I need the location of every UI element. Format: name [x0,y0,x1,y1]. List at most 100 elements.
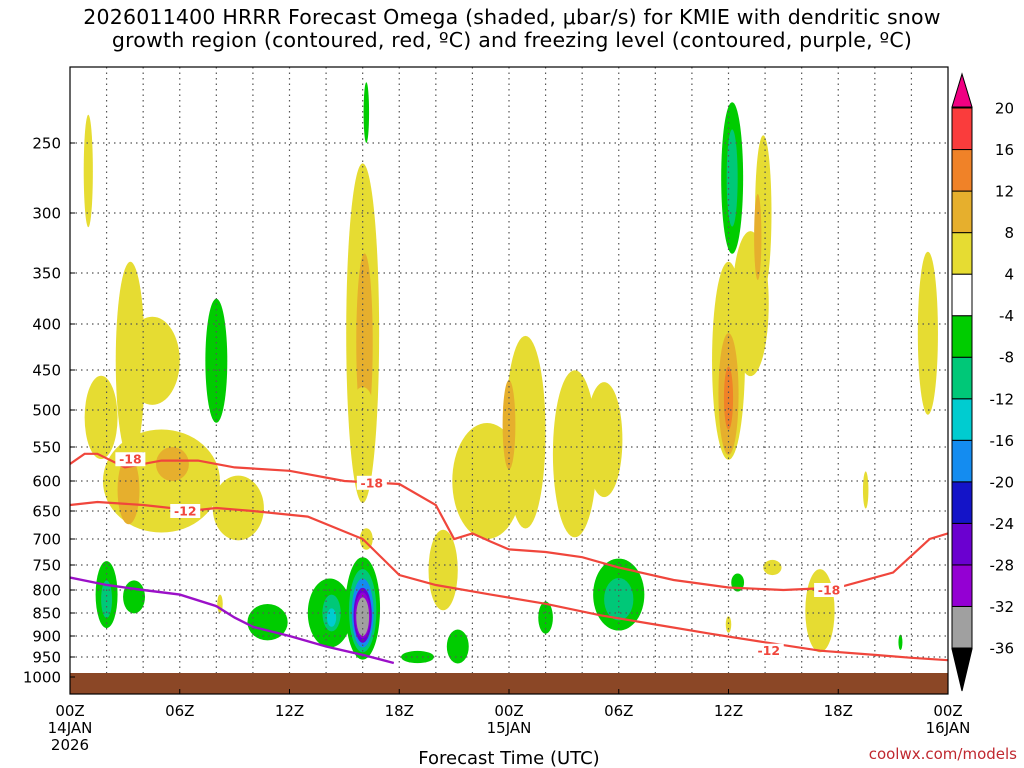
omega-region [205,298,228,423]
y-tick-label: 650 [32,503,61,521]
contour-label: -12 [757,643,780,658]
x-tick-label: 00Z [933,702,962,720]
colorbar-tick-label: 12 [995,183,1014,201]
colorbar-swatch [951,398,973,441]
colorbar-swatch [951,522,973,566]
omega-region [117,455,140,525]
colorbar-swatch [951,107,973,151]
dgz-contour-layer: -18 -18 -18 -12 -12 [70,452,948,665]
y-tick-label: 850 [32,605,61,623]
x-tick-label: 2026 [51,736,89,754]
y-tick-label: 500 [32,402,61,420]
colorbar-tick-label: -16 [990,432,1015,450]
colorbar-swatch [951,605,973,649]
colorbar-swatch [951,315,973,358]
x-tick-label: 00Z [55,702,84,720]
omega-region [83,114,93,228]
contour-label-bg [814,583,845,597]
omega-region [446,629,469,664]
colorbar-tick-label: -12 [990,390,1015,408]
colorbar-swatch [951,149,973,192]
chart-title: 2026011400 HRRR Forecast Omega (shaded, … [0,6,1024,52]
colorbar-tick-label: -32 [990,598,1015,616]
colorbar-tick-label: 4 [1004,266,1014,284]
x-tick-label: 15JAN [487,719,532,737]
colorbar-tick-label: 20 [995,100,1014,118]
x-tick-label: 12Z [714,702,743,720]
colorbar-tick-label: 16 [995,141,1014,159]
contour-label-bg [170,504,201,518]
colorbar-swatch [951,273,973,317]
omega-region [725,616,732,633]
omega-region [585,382,623,498]
y-tick-label: 550 [32,439,61,457]
colorbar-upper-extension [951,72,973,108]
credit-text: coolwx.com/models [869,745,1017,763]
y-tick-label: 350 [32,265,61,283]
omega-region [917,251,938,415]
x-tick-label: 12Z [275,702,304,720]
pressure-axis: 250 300 350 400 450 500 550 600 650 700 750 800 850 9… [23,135,75,687]
y-tick-label: 250 [32,135,61,153]
x-axis-label: Forecast Time (UTC) [418,748,599,768]
y-tick-label: 800 [32,582,61,600]
colorbar-swatch [951,356,973,400]
colorbar-tick-label: -4 [999,307,1014,325]
omega-region [552,370,597,538]
contour-label: -18 [818,583,841,598]
colorbar-tick-label: -20 [990,473,1015,491]
contour-label: -18 [119,452,142,467]
omega-region [363,82,370,143]
x-tick-label: 00Z [494,702,523,720]
omega-region [505,335,546,529]
omega-region [155,447,189,481]
contour-label: -12 [174,504,197,519]
colorbar-swatch [951,190,973,234]
omega-shading-layer [83,82,938,664]
omega-region [726,129,738,227]
contour-label-bg [115,452,146,467]
omega-region [356,597,370,636]
y-tick-label: 450 [32,362,61,380]
x-tick-label: 18Z [824,702,853,720]
colorbar-tick-label: -8 [999,349,1014,367]
contour-label-bg [356,475,387,490]
y-tick-label: 600 [32,473,61,491]
chart-title-line1: 2026011400 HRRR Forecast Omega (shaded, … [83,5,941,29]
contour-label-bg [753,643,784,658]
omega-region [212,475,264,541]
colorbar-tick-label: 8 [1004,224,1014,242]
colorbar-tick-label: -28 [990,556,1015,574]
grid-lines [70,67,948,694]
x-tick-label: 06Z [604,702,633,720]
dgz-contour-line [70,452,948,592]
x-tick-label: 18Z [385,702,414,720]
omega-region [732,231,769,377]
omega-region [754,193,762,281]
terrain-ground [70,673,948,694]
y-tick-label: 750 [32,557,61,575]
y-tick-label: 1000 [23,669,61,687]
colorbar: -36 -32 -28 -24 -20 -16 -12 -8 -4 4 8 12 16 20 [951,72,1015,692]
omega-region [84,375,118,459]
x-tick-label: 06Z [165,702,194,720]
omega-region [898,634,903,650]
colorbar-lower-extension [951,648,973,692]
y-tick-label: 700 [32,531,61,549]
omega-region [326,608,337,627]
omega-region [356,253,373,432]
omega-region [862,471,869,509]
y-tick-label: 300 [32,205,61,223]
omega-region [124,316,180,405]
contour-label: -18 [361,475,384,490]
omega-region [763,559,782,576]
omega-region [123,580,145,614]
omega-region [428,529,458,611]
y-tick-label: 900 [32,628,61,646]
omega-region [604,578,634,621]
x-tick-label: 14JAN [48,719,93,737]
colorbar-swatch [951,481,973,524]
colorbar-swatch [951,232,973,275]
y-tick-label: 400 [32,316,61,334]
